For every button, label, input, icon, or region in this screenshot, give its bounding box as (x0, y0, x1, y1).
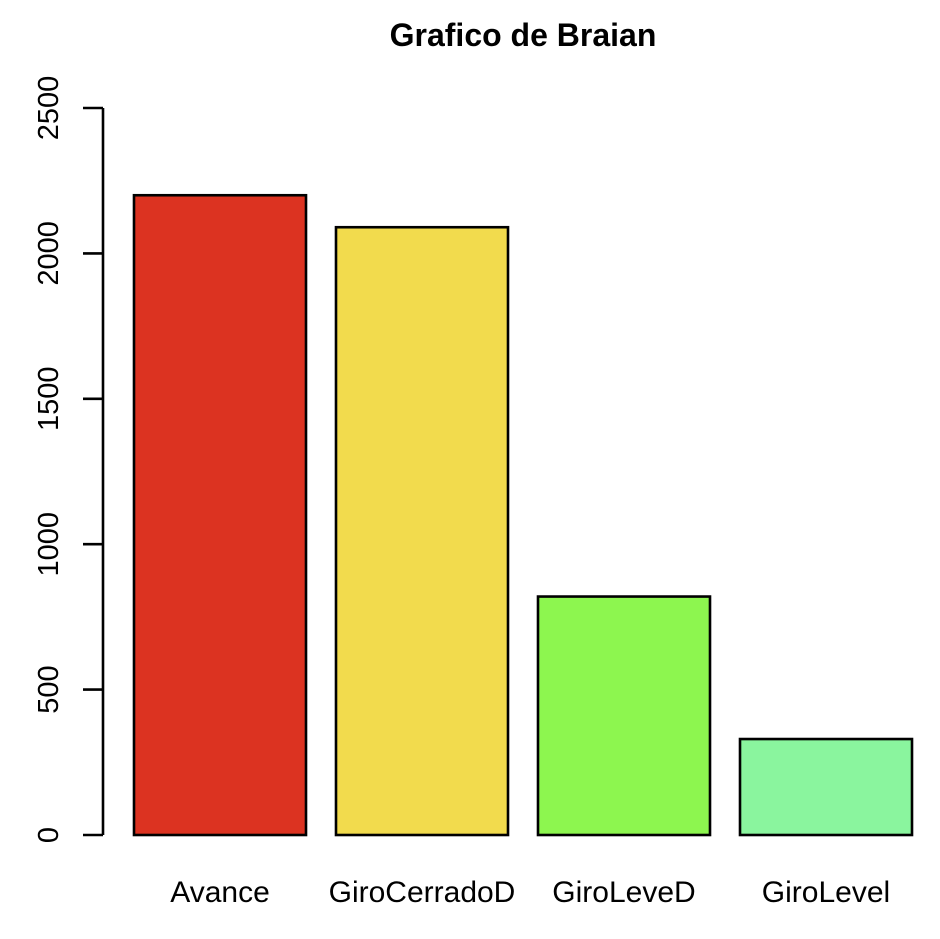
y-axis: 0 500 1000 1500 2000 2500 (33, 76, 105, 843)
x-category-label-giroleved: GiroLeveD (552, 876, 695, 909)
y-tick-label: 1500 (33, 367, 65, 432)
y-tick-label: 1000 (33, 512, 65, 577)
x-category-label-girolevel: GiroLevel (762, 876, 890, 909)
x-axis-labels: Avance GiroCerradoD GiroLeveD GiroLevel (170, 876, 890, 909)
bars-group (132, 193, 914, 837)
chart-title: Grafico de Braian (390, 17, 657, 53)
bar-girolevel (738, 737, 914, 837)
y-tick-label: 2500 (33, 76, 65, 141)
y-tick-label: 2000 (33, 221, 65, 286)
bar-avance (132, 193, 308, 837)
x-category-label-avance: Avance (170, 876, 270, 909)
y-tick-label: 500 (33, 665, 65, 713)
x-category-label-girocerradod: GiroCerradoD (329, 876, 516, 909)
bar-girocerradod (334, 225, 510, 837)
bar-giroleved (536, 595, 712, 837)
y-tick-label: 0 (33, 827, 65, 843)
